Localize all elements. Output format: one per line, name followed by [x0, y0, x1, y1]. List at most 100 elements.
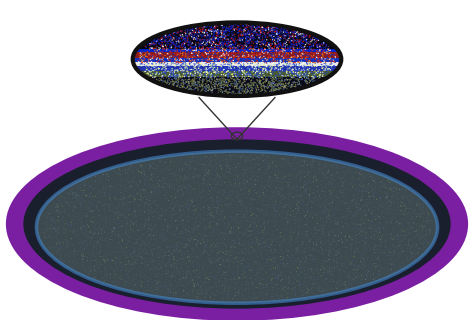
Point — [139, 256, 146, 261]
Point — [214, 33, 222, 38]
Point — [226, 295, 233, 300]
Point — [250, 217, 258, 222]
Point — [287, 68, 294, 73]
Point — [357, 198, 365, 203]
Point — [354, 208, 362, 213]
Point — [257, 88, 265, 93]
Point — [286, 46, 294, 51]
Point — [256, 25, 264, 30]
Point — [192, 196, 200, 201]
Point — [382, 228, 390, 233]
Point — [250, 170, 258, 175]
Point — [132, 261, 139, 267]
Point — [184, 61, 192, 67]
Point — [348, 252, 356, 257]
Point — [334, 223, 342, 228]
Point — [176, 74, 184, 79]
Point — [318, 228, 325, 233]
Point — [284, 52, 292, 58]
Point — [254, 212, 262, 217]
Point — [288, 294, 296, 300]
Point — [280, 200, 288, 205]
Point — [178, 242, 186, 247]
Point — [166, 81, 173, 86]
Point — [319, 167, 326, 172]
Point — [177, 246, 184, 251]
Point — [278, 220, 286, 225]
Point — [282, 28, 290, 34]
Point — [251, 52, 258, 58]
Point — [146, 259, 154, 264]
Point — [280, 216, 288, 221]
Point — [175, 248, 183, 253]
Point — [372, 267, 379, 272]
Point — [224, 32, 231, 37]
Point — [153, 265, 161, 270]
Point — [357, 197, 365, 202]
Point — [249, 33, 256, 38]
Point — [189, 234, 197, 239]
Point — [305, 287, 312, 292]
Point — [77, 207, 85, 212]
Point — [72, 230, 80, 235]
Point — [70, 195, 77, 200]
Point — [106, 247, 114, 252]
Point — [214, 174, 222, 180]
Point — [254, 239, 261, 244]
Point — [247, 91, 255, 96]
Point — [274, 263, 282, 268]
Point — [146, 284, 154, 290]
Point — [306, 63, 313, 68]
Point — [397, 221, 405, 226]
Point — [183, 269, 191, 274]
Point — [52, 220, 60, 225]
Point — [134, 241, 142, 246]
Point — [194, 59, 201, 64]
Point — [211, 207, 219, 212]
Point — [172, 72, 180, 77]
Point — [106, 186, 113, 191]
Point — [182, 275, 190, 280]
Point — [290, 37, 297, 42]
Point — [161, 166, 169, 172]
Point — [320, 280, 328, 285]
Point — [208, 46, 216, 51]
Point — [257, 25, 265, 30]
Point — [164, 268, 172, 273]
Point — [176, 281, 184, 286]
Point — [284, 73, 292, 78]
Point — [79, 259, 86, 264]
Point — [273, 49, 281, 54]
Point — [118, 197, 125, 202]
Point — [410, 221, 417, 226]
Point — [194, 88, 201, 93]
Point — [317, 70, 325, 75]
Point — [195, 29, 202, 34]
Point — [252, 55, 259, 60]
Point — [183, 261, 191, 266]
Point — [203, 39, 211, 44]
Point — [314, 74, 321, 79]
Point — [242, 246, 249, 251]
Point — [337, 207, 345, 212]
Point — [220, 264, 228, 269]
Point — [155, 41, 163, 46]
Point — [131, 196, 139, 202]
Point — [249, 281, 256, 286]
Point — [230, 260, 237, 265]
Point — [177, 193, 184, 198]
Point — [172, 55, 179, 60]
Point — [337, 268, 345, 273]
Point — [301, 49, 308, 54]
Point — [173, 41, 181, 46]
Point — [267, 81, 274, 86]
Point — [259, 62, 267, 68]
Point — [259, 48, 267, 53]
Point — [111, 172, 119, 177]
Point — [198, 72, 205, 77]
Point — [188, 269, 196, 274]
Point — [208, 27, 215, 32]
Point — [225, 288, 232, 293]
Point — [260, 52, 267, 58]
Point — [267, 277, 275, 283]
